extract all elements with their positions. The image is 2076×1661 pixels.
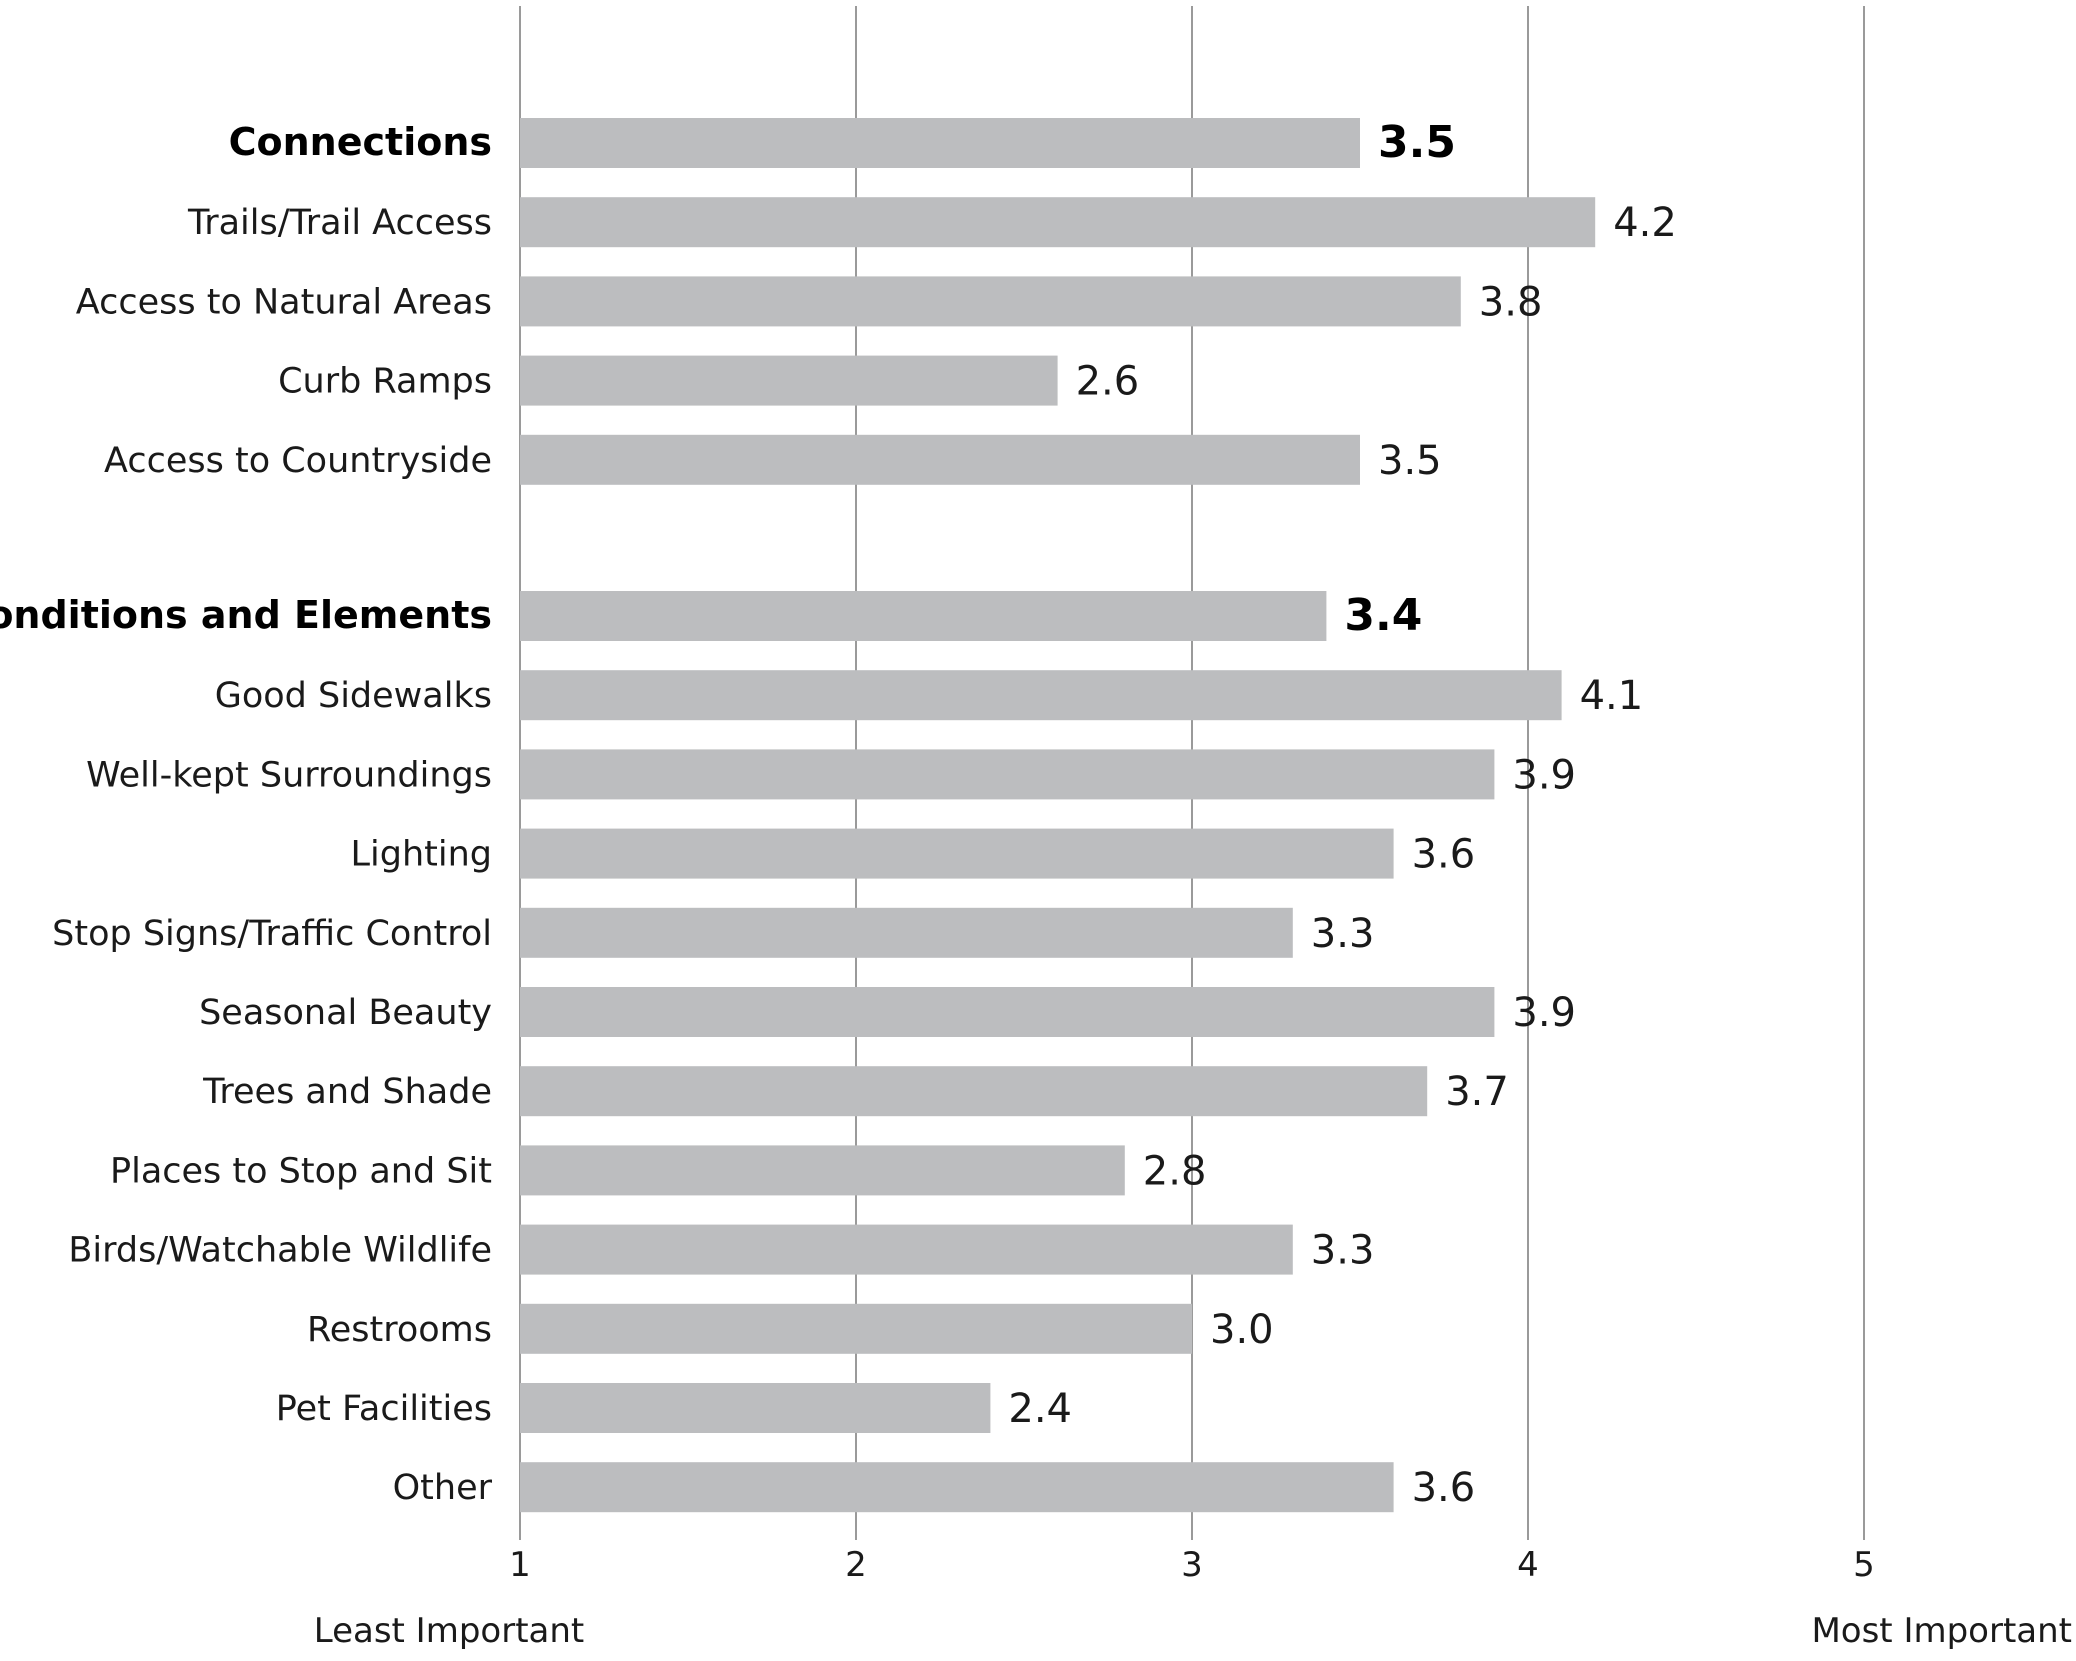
category-label: Well-kept Surroundings [86, 755, 492, 795]
group-header-label: Connections [229, 120, 492, 164]
bar-1 [520, 118, 1360, 168]
bar-4 [520, 355, 1058, 406]
category-label: Curb Ramps [278, 362, 492, 402]
category-label: Access to Countryside [104, 441, 492, 481]
value-label-2: 4.2 [1613, 200, 1677, 246]
category-label: Good Sidewalks [215, 676, 492, 716]
bar-10 [520, 907, 1293, 958]
category-label: Seasonal Beauty [199, 993, 492, 1033]
value-label-8: 3.9 [1512, 752, 1576, 798]
bar-14 [520, 1224, 1293, 1275]
x-tick-label-5: 5 [1853, 1545, 1875, 1585]
bars [520, 118, 1596, 1513]
category-label: Pet Facilities [276, 1389, 492, 1429]
x-tick-label-3: 3 [1181, 1545, 1203, 1585]
bar-11 [520, 987, 1495, 1037]
bar-17 [520, 1462, 1394, 1513]
value-label-6: 3.4 [1344, 590, 1422, 641]
value-label-12: 3.7 [1445, 1069, 1509, 1115]
bar-3 [520, 276, 1461, 327]
category-label: Other [393, 1468, 493, 1508]
x-min-label: Least Important [314, 1611, 585, 1651]
bar-2 [520, 197, 1596, 248]
value-label-3: 3.8 [1479, 279, 1543, 325]
category-label: Stop Signs/Traffic Control [52, 914, 492, 954]
x-tick-label-1: 1 [509, 1545, 531, 1585]
value-label-16: 2.4 [1008, 1386, 1072, 1432]
x-tick-label-2: 2 [845, 1545, 867, 1585]
value-label-1: 3.5 [1378, 117, 1456, 168]
value-label-7: 4.1 [1580, 673, 1644, 719]
value-label-17: 3.6 [1412, 1465, 1476, 1511]
bar-6 [520, 591, 1327, 641]
value-label-15: 3.0 [1210, 1307, 1274, 1353]
value-label-4: 2.6 [1076, 359, 1140, 405]
bar-9 [520, 828, 1394, 879]
value-label-5: 3.5 [1378, 438, 1442, 484]
bar-7 [520, 670, 1562, 721]
value-label-9: 3.6 [1412, 832, 1476, 878]
group-header-label: Conditions and Elements [0, 593, 492, 637]
category-label: Birds/Watchable Wildlife [68, 1231, 492, 1271]
category-label: Places to Stop and Sit [110, 1151, 492, 1191]
bar-8 [520, 749, 1495, 800]
x-tick-label-4: 4 [1517, 1545, 1539, 1585]
x-max-label: Most Important [1811, 1611, 2072, 1651]
bar-15 [520, 1303, 1192, 1354]
category-labels: Connections Trails/Trail Access Access to … [0, 120, 493, 1508]
x-tick-labels: 1 2 3 4 5 [509, 1545, 1875, 1585]
bar-16 [520, 1383, 991, 1433]
bar-12 [520, 1066, 1428, 1117]
bar-13 [520, 1145, 1125, 1196]
category-label: Restrooms [307, 1310, 492, 1350]
value-labels: 3.54.23.82.63.53.44.13.93.63.33.93.72.83… [1008, 117, 1676, 1511]
category-label: Trees and Shade [202, 1072, 492, 1112]
value-label-10: 3.3 [1311, 911, 1375, 957]
bar-5 [520, 434, 1360, 485]
value-label-11: 3.9 [1512, 990, 1576, 1036]
category-label: Lighting [351, 835, 492, 875]
category-label: Trails/Trail Access [187, 203, 492, 243]
category-label: Access to Natural Areas [76, 282, 492, 322]
value-label-13: 2.8 [1143, 1148, 1207, 1194]
value-label-14: 3.3 [1311, 1228, 1375, 1274]
